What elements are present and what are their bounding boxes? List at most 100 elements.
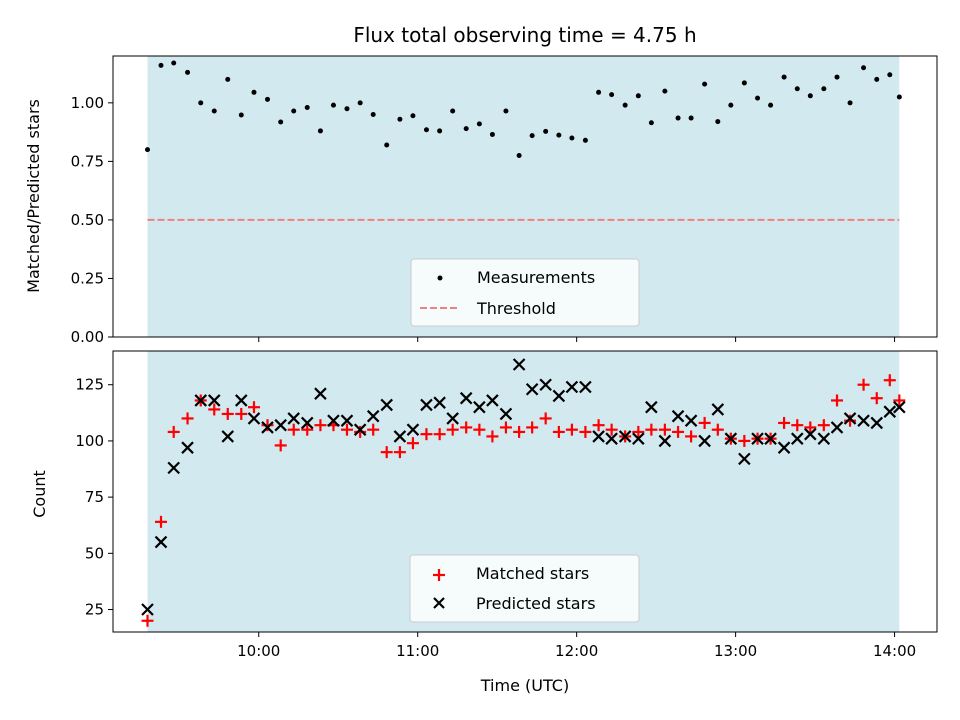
predicted-stars-point xyxy=(893,400,906,414)
top-legend: Measurements Threshold xyxy=(410,258,640,327)
predicted-stars-point xyxy=(393,430,407,443)
matched-stars-point xyxy=(247,401,260,414)
matched-stars-point xyxy=(460,421,473,434)
predicted-stars-point xyxy=(883,405,897,418)
measurements-point xyxy=(768,102,774,108)
measurements-point xyxy=(821,86,827,92)
matched-stars-point xyxy=(314,419,327,432)
predicted-stars-point xyxy=(473,400,486,414)
predicted-stars-point xyxy=(552,389,566,403)
measurements-point xyxy=(635,93,641,99)
predicted-stars-point xyxy=(764,432,777,445)
matched-stars-point xyxy=(632,425,645,438)
matched-stars-point xyxy=(844,414,857,427)
measurements-point xyxy=(198,100,204,106)
measurements-point xyxy=(185,69,191,75)
measurements-point xyxy=(370,112,376,118)
measurements-point xyxy=(144,147,150,153)
measurements-point xyxy=(410,113,416,119)
predicted-stars-point xyxy=(154,535,168,549)
predicted-stars-point xyxy=(274,418,287,432)
predicted-stars-point xyxy=(141,603,154,616)
predicted-stars-point xyxy=(632,432,645,445)
matched-stars-point xyxy=(831,394,844,407)
bottom-y-tick-label: 50 xyxy=(85,544,104,562)
matched-stars-point xyxy=(778,416,791,429)
matched-stars-point xyxy=(274,439,287,452)
measurements-point xyxy=(344,106,350,112)
matched-stars-point xyxy=(221,407,234,420)
predicted-stars-point xyxy=(300,416,314,430)
measurements-point xyxy=(741,80,747,86)
predicted-stars-point xyxy=(684,414,698,427)
measurements-point xyxy=(503,108,509,114)
matched-stars-point xyxy=(261,419,274,432)
chart-title: Flux total observing time = 4.75 h xyxy=(353,23,696,47)
matched-stars-point xyxy=(301,423,314,436)
matched-stars-point xyxy=(393,446,406,459)
predicted-stars-point xyxy=(194,394,208,407)
bottom-y-tick-label: 25 xyxy=(85,601,104,619)
measurements-point xyxy=(715,119,721,125)
measurements-point xyxy=(887,72,893,78)
top-panel-frame xyxy=(112,55,938,338)
matched-stars-point xyxy=(354,425,367,438)
bottom-points-layer xyxy=(141,358,906,627)
matched-stars-point xyxy=(181,412,194,425)
x-tick-label: 10:00 xyxy=(237,642,280,660)
measurements-point xyxy=(304,105,310,111)
measurements-point xyxy=(317,128,323,134)
measurements-point xyxy=(688,115,694,121)
bottom-panel-frame xyxy=(112,350,938,633)
predicted-stars-point xyxy=(420,398,433,412)
matched-stars-point xyxy=(499,421,512,434)
top-ticks: 0.00 0.25 0.50 0.75 1.00 xyxy=(71,94,896,346)
matched-stars-point xyxy=(380,446,393,459)
measurements-point xyxy=(556,132,562,138)
measurements-point xyxy=(397,116,403,122)
predicted-stars-point xyxy=(406,423,420,436)
legend-predicted-marker xyxy=(433,597,445,609)
measurements-point xyxy=(609,92,615,98)
predicted-stars-point xyxy=(207,394,221,407)
bottom-ticks: 25 50 75 100 125 10:00 11:00 12:00 13:00 14:00 xyxy=(75,376,916,660)
measurements-point xyxy=(384,142,390,148)
measurements-point xyxy=(265,96,270,102)
matched-stars-point xyxy=(167,425,180,438)
measurements-point xyxy=(463,126,469,132)
measurements-point xyxy=(357,100,363,106)
matched-stars-point xyxy=(235,407,248,420)
matched-stars-point xyxy=(658,423,671,436)
measurements-point xyxy=(489,131,495,137)
top-y-tick-label: 0.25 xyxy=(71,269,104,287)
predicted-stars-point xyxy=(512,358,526,371)
bottom-legend: Matched stars Predicted stars xyxy=(409,554,640,623)
x-tick-label: 12:00 xyxy=(555,642,598,660)
predicted-stars-point xyxy=(618,430,632,443)
legend-measurements-marker xyxy=(437,275,443,281)
predicted-stars-point xyxy=(287,412,301,425)
predicted-stars-point xyxy=(605,432,618,445)
matched-stars-point xyxy=(817,419,830,432)
measurements-point xyxy=(516,153,522,159)
matched-stars-point xyxy=(340,423,353,436)
measurements-point xyxy=(423,127,429,133)
measurements-point xyxy=(171,60,177,66)
measurements-point xyxy=(529,133,535,139)
top-legend-box xyxy=(410,258,640,327)
x-tick-label: 11:00 xyxy=(396,642,439,660)
predicted-stars-point xyxy=(804,427,817,441)
predicted-stars-point xyxy=(791,432,804,445)
matched-stars-point xyxy=(406,437,419,450)
legend-matched-label: Matched stars xyxy=(476,564,589,583)
matched-stars-point xyxy=(738,434,751,447)
matched-stars-point xyxy=(420,428,433,441)
predicted-stars-point xyxy=(724,432,738,445)
matched-stars-point xyxy=(579,425,592,438)
measurements-point xyxy=(861,65,867,71)
predicted-stars-point xyxy=(870,416,884,430)
matched-stars-point xyxy=(791,419,804,432)
measurements-point xyxy=(278,119,284,125)
measurements-point xyxy=(834,74,840,80)
measurements-point xyxy=(847,100,853,106)
